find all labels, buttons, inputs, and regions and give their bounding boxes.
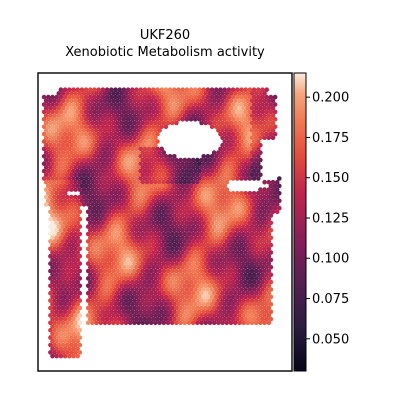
spot xyxy=(174,121,179,126)
spot xyxy=(75,354,80,359)
spot xyxy=(73,187,78,192)
spot xyxy=(128,321,133,326)
colorbar xyxy=(294,73,306,371)
spot xyxy=(204,321,209,326)
spot xyxy=(256,176,261,181)
spot xyxy=(237,321,242,326)
spot xyxy=(183,321,188,326)
spot xyxy=(235,176,240,181)
spot xyxy=(191,321,196,326)
spot xyxy=(170,121,175,126)
spot xyxy=(145,321,150,326)
spot xyxy=(231,176,236,181)
spot xyxy=(262,180,267,185)
spot xyxy=(124,321,129,326)
colorbar-tick-label: 0.125 xyxy=(312,211,349,226)
spot xyxy=(174,321,179,326)
spot xyxy=(254,321,259,326)
spot xyxy=(262,321,267,326)
spot xyxy=(248,176,253,181)
spot xyxy=(199,321,204,326)
spot xyxy=(71,354,76,359)
spot xyxy=(212,321,217,326)
spot xyxy=(229,321,234,326)
spot xyxy=(267,321,272,326)
spot xyxy=(99,321,104,326)
spot xyxy=(166,321,171,326)
spot xyxy=(157,321,162,326)
chart-title: UKF260 xyxy=(140,28,190,43)
spot xyxy=(275,210,280,215)
spot xyxy=(252,176,257,181)
colorbar-ticks: 0.050 0.075 0.100 0.125 0.150 0.175 0.200 xyxy=(306,91,349,348)
spot xyxy=(50,354,55,359)
spot xyxy=(262,136,267,141)
spot xyxy=(44,202,49,207)
spot xyxy=(204,121,209,126)
spot xyxy=(141,321,146,326)
spot xyxy=(210,124,215,129)
spot xyxy=(59,354,64,359)
spot xyxy=(107,321,112,326)
spot xyxy=(267,136,272,141)
colorbar-tick-label: 0.175 xyxy=(312,131,349,146)
spot xyxy=(246,321,251,326)
spot xyxy=(195,321,200,326)
spot xyxy=(243,176,248,181)
spatial-spots xyxy=(42,87,282,358)
spot xyxy=(189,117,194,122)
spot xyxy=(178,321,183,326)
spot xyxy=(90,321,95,326)
spot xyxy=(111,321,116,326)
spot xyxy=(67,354,72,359)
spot xyxy=(63,354,68,359)
colorbar-tick-label: 0.150 xyxy=(312,171,349,186)
spot xyxy=(193,117,198,122)
spot xyxy=(136,321,141,326)
chart-subtitle: Xenobiotic Metabolism activity xyxy=(65,45,265,60)
spot xyxy=(239,176,244,181)
spot xyxy=(162,321,167,326)
spot xyxy=(94,321,99,326)
spot xyxy=(164,124,169,129)
spot xyxy=(132,321,137,326)
spot xyxy=(220,321,225,326)
colorbar-tick-label: 0.075 xyxy=(312,292,349,307)
spot xyxy=(170,321,175,326)
spot xyxy=(233,321,238,326)
spot xyxy=(208,321,213,326)
spot xyxy=(180,117,185,122)
spot xyxy=(241,321,246,326)
spot xyxy=(82,202,87,207)
spot xyxy=(187,321,192,326)
spot xyxy=(271,136,276,141)
colorbar-tick-label: 0.200 xyxy=(312,91,349,106)
spot xyxy=(199,121,204,126)
spot xyxy=(153,321,158,326)
spot xyxy=(216,321,221,326)
spot xyxy=(185,117,190,122)
spot xyxy=(54,354,59,359)
colorbar-tick-label: 0.050 xyxy=(312,332,349,347)
spot xyxy=(86,321,91,326)
spot xyxy=(149,321,154,326)
spot xyxy=(69,187,74,192)
spot xyxy=(258,321,263,326)
colorbar-tick-label: 0.100 xyxy=(312,252,349,267)
spot xyxy=(120,321,125,326)
spot xyxy=(225,321,230,326)
spot xyxy=(103,321,108,326)
spot xyxy=(250,321,255,326)
spot xyxy=(115,321,120,326)
